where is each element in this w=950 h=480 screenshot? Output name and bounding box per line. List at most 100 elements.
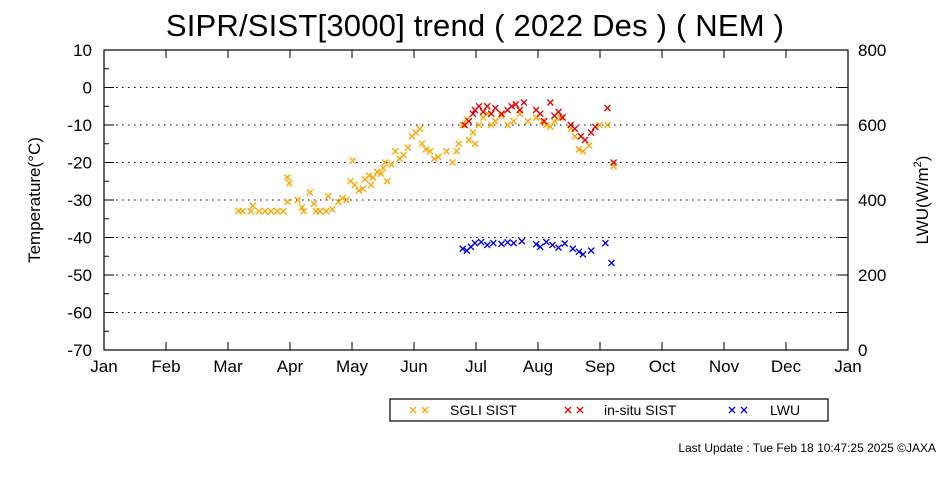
data-point: [483, 102, 491, 110]
legend-entry: LWU: [728, 402, 800, 418]
data-point: [381, 159, 389, 166]
data-point: [576, 406, 584, 414]
y-tick-label: -70: [67, 341, 92, 360]
data-point: [477, 238, 485, 246]
x-tick-label: Dec: [771, 357, 802, 376]
y2-tick-label: 0: [858, 341, 867, 360]
data-point: [383, 177, 391, 185]
axes: 100-10-20-30-40-50-60-708006004002000Jan…: [67, 41, 886, 376]
data-point: [328, 205, 336, 213]
data-point: [294, 196, 302, 204]
data-point: [561, 240, 569, 247]
x-tick-label: Jan: [90, 357, 117, 376]
data-point: [569, 245, 577, 253]
data-point: [536, 243, 544, 251]
data-point: [369, 174, 377, 181]
data-point: [532, 240, 540, 248]
data-point: [510, 239, 518, 247]
series-sgli-sist: [235, 110, 618, 215]
data-point: [508, 102, 516, 110]
x-tick-label: Feb: [151, 357, 180, 376]
data-point: [359, 185, 367, 193]
data-point: [365, 172, 373, 180]
data-point: [469, 110, 477, 118]
data-point: [367, 181, 375, 189]
data-point: [343, 196, 351, 204]
data-point: [465, 136, 473, 144]
data-point: [261, 207, 269, 215]
data-point: [316, 207, 324, 215]
data-point: [587, 247, 595, 255]
data-point: [491, 104, 499, 112]
data-point: [475, 121, 483, 129]
data-point: [512, 100, 520, 108]
x-tick-label: May: [336, 357, 369, 376]
data-point: [279, 207, 287, 215]
y2-axis-label: LWU(W/m2): [912, 156, 932, 245]
data-point: [536, 110, 544, 118]
data-point: [559, 114, 567, 121]
data-point: [575, 145, 583, 153]
y-tick-label: 0: [83, 79, 92, 98]
data-point: [555, 108, 563, 116]
data-point: [504, 238, 512, 246]
data-point: [604, 121, 611, 129]
data-point: [546, 123, 554, 131]
data-point: [442, 147, 450, 155]
data-point: [430, 155, 438, 163]
data-point: [524, 117, 532, 125]
data-point: [286, 179, 293, 187]
y-tick-label: -40: [67, 229, 92, 248]
legend-label: LWU: [770, 402, 800, 418]
data-point: [740, 406, 748, 414]
data-point: [422, 145, 430, 153]
data-point: [310, 200, 318, 208]
data-point: [608, 259, 616, 267]
data-point: [471, 140, 479, 148]
data-point: [459, 245, 467, 253]
legend: SGLI SIST in-situ SIST LWU: [389, 398, 829, 422]
y2-tick-label: 600: [858, 116, 886, 135]
legend-label: SGLI SIST: [450, 402, 517, 418]
series-in-situ-sist: [461, 99, 618, 166]
data-point: [239, 207, 247, 215]
data-point: [373, 168, 381, 176]
data-point: [459, 121, 467, 129]
y-tick-label: -60: [67, 304, 92, 323]
data-point: [610, 159, 618, 166]
legend-entry: SGLI SIST: [409, 402, 517, 418]
data-point: [392, 147, 399, 155]
x-tick-label: Nov: [709, 357, 740, 376]
data-point: [421, 406, 429, 414]
x-tick-label: Jan: [834, 357, 861, 376]
data-point: [339, 194, 346, 202]
x-tick-label: Aug: [523, 357, 553, 376]
data-point: [601, 239, 609, 247]
data-point: [416, 125, 424, 133]
data-point: [548, 241, 556, 249]
data-point: [564, 406, 572, 414]
data-point: [498, 110, 505, 118]
x-tick-label: Oct: [649, 357, 676, 376]
x-tick-label: Jun: [400, 357, 427, 376]
data-point: [255, 207, 263, 215]
data-point: [404, 144, 412, 151]
x-tick-label: Sep: [585, 357, 615, 376]
data-point: [426, 147, 434, 155]
data-point: [587, 129, 595, 136]
legend-box: [389, 398, 829, 422]
data-point: [273, 207, 281, 215]
data-point: [475, 102, 483, 110]
data-point: [300, 207, 308, 215]
data-point: [487, 110, 495, 118]
x-tick-label: Apr: [277, 357, 304, 376]
data-point: [575, 248, 583, 256]
data-point: [504, 121, 512, 129]
data-point: [540, 117, 548, 125]
data-point: [453, 147, 461, 155]
y-tick-label: -10: [67, 116, 92, 135]
data-point: [306, 189, 314, 196]
legend-entry: in-situ SIST: [564, 402, 677, 418]
data-point: [465, 117, 473, 125]
data-point: [510, 117, 518, 125]
